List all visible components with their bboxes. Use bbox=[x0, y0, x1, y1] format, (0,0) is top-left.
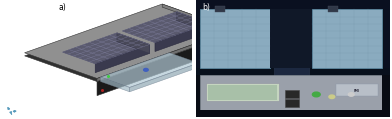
Bar bbox=[196, 110, 390, 117]
Polygon shape bbox=[155, 23, 209, 52]
Polygon shape bbox=[25, 4, 235, 78]
Polygon shape bbox=[130, 63, 198, 92]
Bar bbox=[336, 84, 378, 96]
Bar bbox=[274, 6, 309, 76]
Polygon shape bbox=[101, 77, 130, 92]
Bar bbox=[208, 85, 278, 100]
Text: FMI: FMI bbox=[354, 89, 360, 93]
Bar bbox=[382, 75, 390, 117]
Bar bbox=[216, 6, 225, 12]
Circle shape bbox=[348, 93, 354, 96]
Bar bbox=[206, 83, 279, 102]
Polygon shape bbox=[162, 4, 235, 33]
Bar bbox=[270, 9, 312, 68]
Polygon shape bbox=[97, 30, 235, 82]
Bar bbox=[328, 6, 338, 12]
Text: b): b) bbox=[202, 3, 210, 12]
Bar bbox=[285, 99, 299, 107]
Circle shape bbox=[143, 68, 148, 71]
Polygon shape bbox=[95, 44, 149, 73]
Polygon shape bbox=[97, 33, 235, 96]
Polygon shape bbox=[117, 33, 149, 53]
Bar bbox=[312, 9, 382, 68]
Polygon shape bbox=[25, 7, 235, 82]
Polygon shape bbox=[101, 53, 198, 87]
Bar bbox=[196, 75, 200, 117]
Bar bbox=[200, 75, 382, 110]
Polygon shape bbox=[122, 12, 209, 42]
Circle shape bbox=[312, 92, 320, 97]
Circle shape bbox=[329, 95, 335, 99]
Polygon shape bbox=[177, 12, 209, 32]
Bar bbox=[196, 0, 390, 9]
Bar bbox=[285, 90, 299, 98]
Polygon shape bbox=[162, 7, 235, 47]
Bar bbox=[384, 9, 390, 68]
Bar bbox=[196, 9, 200, 68]
Text: a): a) bbox=[59, 3, 67, 12]
Polygon shape bbox=[63, 33, 149, 64]
Bar bbox=[200, 9, 270, 68]
